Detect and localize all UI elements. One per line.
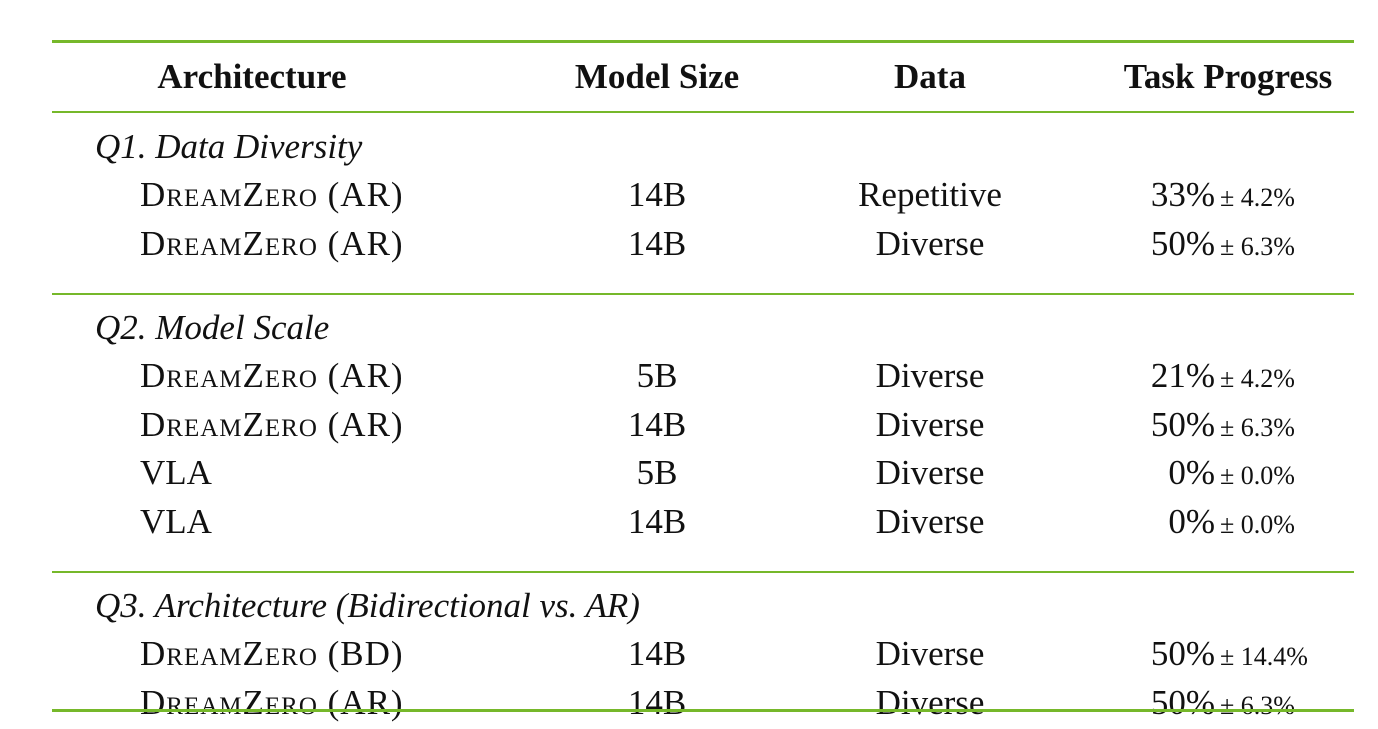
progress-std: ± 6.3%: [1220, 231, 1295, 261]
progress: 33%: [1150, 175, 1215, 214]
header-cell: Model Size: [574, 57, 740, 96]
rule: [52, 709, 1354, 712]
model-size: 14B: [627, 682, 687, 722]
data: Diverse: [875, 404, 985, 444]
progress: 21%: [1150, 356, 1215, 395]
data: Diverse: [875, 634, 985, 673]
model-size: 14B: [627, 175, 687, 214]
model-size: 5B: [636, 453, 678, 492]
progress-std: ± 4.2%: [1220, 364, 1295, 393]
progress: 50%: [1150, 682, 1215, 722]
progress: 50%: [1150, 404, 1215, 444]
progress: 0%: [1168, 501, 1215, 541]
progress: 50%: [1150, 223, 1215, 263]
section-title: Q2. Model Scale: [95, 308, 330, 347]
model-size: 14B: [627, 634, 687, 673]
model-size: 14B: [627, 223, 687, 263]
architecture: DreamZero (AR): [140, 682, 404, 722]
section-title: Q1. Data Diversity: [95, 127, 363, 166]
progress-std: ± 4.2%: [1220, 183, 1295, 212]
data: Diverse: [875, 453, 985, 492]
architecture: DreamZero (AR): [140, 356, 404, 395]
architecture: DreamZero (BD): [140, 634, 404, 673]
header-cell: Task Progress: [1123, 57, 1333, 96]
data: Diverse: [875, 501, 985, 541]
progress: 0%: [1168, 453, 1215, 492]
progress-std: ± 6.3%: [1220, 412, 1295, 442]
rule: [52, 40, 1354, 43]
architecture: DreamZero (AR): [140, 223, 404, 263]
data: Repetitive: [858, 175, 1002, 214]
architecture: VLA: [140, 501, 212, 541]
model-size: 14B: [627, 404, 687, 444]
progress-std: ± 14.4%: [1220, 642, 1308, 671]
header-cell: Architecture: [157, 57, 347, 96]
model-size: 5B: [636, 356, 678, 395]
rule: [52, 111, 1354, 113]
model-size: 14B: [627, 501, 687, 541]
progress-std: ± 0.0%: [1220, 509, 1295, 539]
rule: [52, 571, 1354, 573]
data: Diverse: [875, 356, 985, 395]
progress-std: ± 0.0%: [1220, 461, 1295, 490]
section-title: Q3. Architecture (Bidirectional vs. AR): [95, 586, 640, 625]
architecture: DreamZero (AR): [140, 404, 404, 444]
data: Diverse: [875, 223, 985, 263]
progress-std: ± 6.3%: [1220, 690, 1295, 720]
progress: 50%: [1150, 634, 1215, 673]
data: Diverse: [875, 682, 985, 722]
architecture: DreamZero (AR): [140, 175, 404, 214]
architecture: VLA: [140, 453, 212, 492]
header-cell: Data: [894, 57, 966, 96]
rule: [52, 293, 1354, 295]
